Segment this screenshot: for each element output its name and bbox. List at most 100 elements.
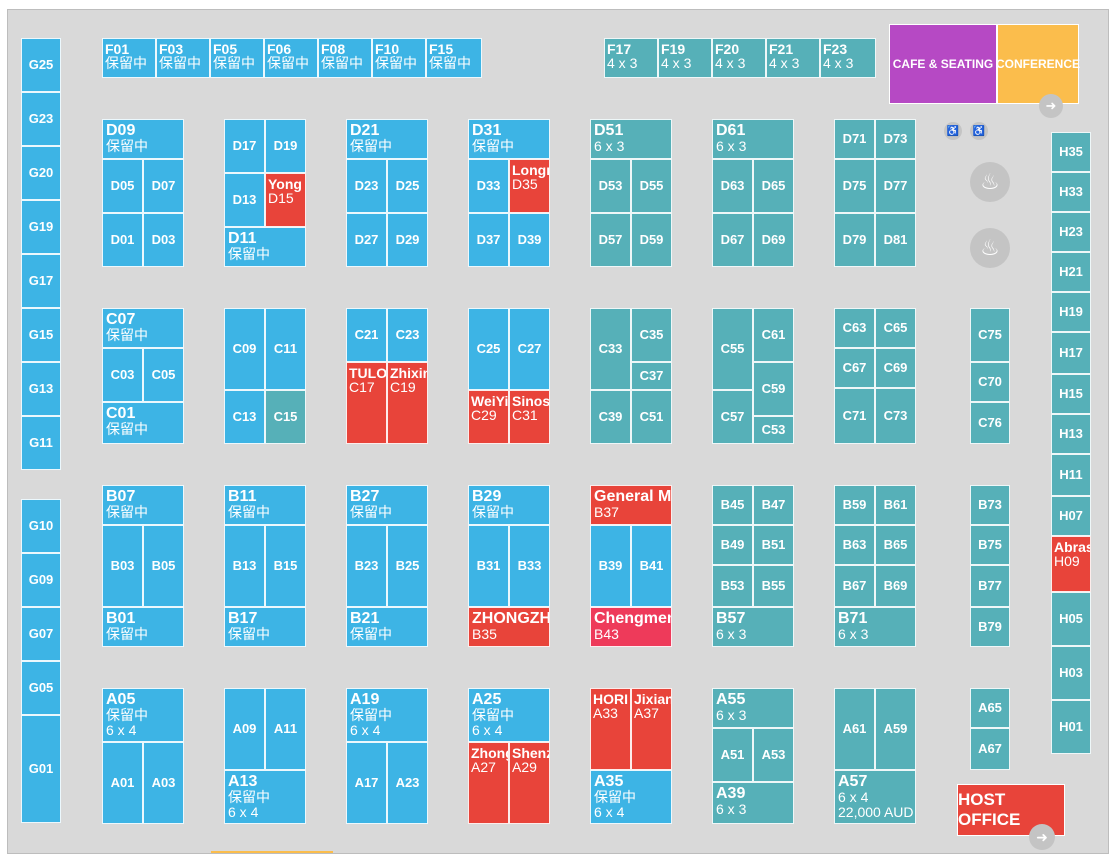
booth-a03[interactable]: A03 (143, 742, 184, 824)
booth-b11[interactable]: B11 保留中 (224, 485, 306, 525)
booth-g07[interactable]: G07 (21, 607, 61, 661)
booth-c63[interactable]: C63 (834, 308, 875, 348)
booth-c03[interactable]: C03 (102, 348, 143, 402)
booth-a01[interactable]: A01 (102, 742, 143, 824)
booth-a51[interactable]: A51 (712, 728, 753, 782)
booth-d51[interactable]: D51 6 x 3 (590, 119, 672, 159)
booth-f05[interactable]: F05 保留中 (210, 38, 264, 78)
booth-d77[interactable]: D77 (875, 159, 916, 213)
booth-b63[interactable]: B63 (834, 525, 875, 565)
booth-h11[interactable]: H11 (1051, 454, 1091, 496)
booth-b23[interactable]: B23 (346, 525, 387, 607)
booth-b27[interactable]: B27 保留中 (346, 485, 428, 525)
booth-b15[interactable]: B15 (265, 525, 306, 607)
booth-d03[interactable]: D03 (143, 213, 184, 267)
booth-h03[interactable]: H03 (1051, 646, 1091, 700)
booth-g13[interactable]: G13 (21, 362, 61, 416)
booth-b69[interactable]: B69 (875, 565, 916, 607)
booth-b47[interactable]: B47 (753, 485, 794, 525)
booth-a27[interactable]: ZhongA27 (468, 742, 509, 824)
booth-c07[interactable]: C07 保留中 (102, 308, 184, 348)
booth-c27[interactable]: C27 (509, 308, 550, 390)
booth-h05[interactable]: H05 (1051, 592, 1091, 646)
booth-d01[interactable]: D01 (102, 213, 143, 267)
booth-b49[interactable]: B49 (712, 525, 753, 565)
booth-d81[interactable]: D81 (875, 213, 916, 267)
booth-d09[interactable]: D09 保留中 (102, 119, 184, 159)
booth-d79[interactable]: D79 (834, 213, 875, 267)
booth-d61[interactable]: D61 6 x 3 (712, 119, 794, 159)
booth-a65[interactable]: A65 (970, 688, 1010, 728)
booth-d63[interactable]: D63 (712, 159, 753, 213)
booth-f20[interactable]: F20 4 x 3 (712, 38, 766, 78)
booth-b37[interactable]: General Ma B37 (590, 485, 672, 525)
booth-g10[interactable]: G10 (21, 499, 61, 553)
booth-c21[interactable]: C21 (346, 308, 387, 362)
booth-h35[interactable]: H35 (1051, 132, 1091, 172)
booth-b01[interactable]: B01 保留中 (102, 607, 184, 647)
booth-h23[interactable]: H23 (1051, 212, 1091, 252)
booth-c61[interactable]: C61 (753, 308, 794, 362)
conference-room[interactable]: CONFERENCE (996, 24, 1080, 104)
booth-b13[interactable]: B13 (224, 525, 265, 607)
booth-g01[interactable]: G01 (21, 715, 61, 823)
booth-a05[interactable]: A05 保留中 6 x 4 (102, 688, 184, 742)
booth-a35[interactable]: A35 保留中 6 x 4 (590, 770, 672, 824)
booth-d19[interactable]: D19 (265, 119, 306, 173)
booth-d37[interactable]: D37 (468, 213, 509, 267)
booth-c70[interactable]: C70 (970, 362, 1010, 402)
booth-d15[interactable]: Yong D15 (265, 173, 306, 227)
booth-h15[interactable]: H15 (1051, 374, 1091, 414)
booth-c73[interactable]: C73 (875, 388, 916, 444)
booth-a19[interactable]: A19 保留中 6 x 4 (346, 688, 428, 742)
booth-b67[interactable]: B67 (834, 565, 875, 607)
booth-g25[interactable]: G25 (21, 38, 61, 92)
booth-f21[interactable]: F21 4 x 3 (766, 38, 820, 78)
booth-d67[interactable]: D67 (712, 213, 753, 267)
booth-c57[interactable]: C57 (712, 390, 753, 444)
booth-c71[interactable]: C71 (834, 388, 875, 444)
booth-c37[interactable]: C37 (631, 362, 672, 390)
booth-d53[interactable]: D53 (590, 159, 631, 213)
booth-b73[interactable]: B73 (970, 485, 1010, 525)
booth-b29[interactable]: B29 保留中 (468, 485, 550, 525)
booth-b43[interactable]: ChengmengB43 (590, 607, 672, 647)
booth-b45[interactable]: B45 (712, 485, 753, 525)
booth-a53[interactable]: A53 (753, 728, 794, 782)
booth-h21[interactable]: H21 (1051, 252, 1091, 292)
booth-d33[interactable]: D33 (468, 159, 509, 213)
booth-g11[interactable]: G11 (21, 416, 61, 470)
booth-b75[interactable]: B75 (970, 525, 1010, 565)
booth-h09[interactable]: Abras H09 (1051, 536, 1091, 592)
booth-f17[interactable]: F17 4 x 3 (604, 38, 658, 78)
booth-b77[interactable]: B77 (970, 565, 1010, 607)
booth-a09[interactable]: A09 (224, 688, 265, 770)
booth-g23[interactable]: G23 (21, 92, 61, 146)
booth-b61[interactable]: B61 (875, 485, 916, 525)
booth-c17[interactable]: TULO C17 (346, 362, 387, 444)
booth-b25[interactable]: B25 (387, 525, 428, 607)
booth-a17[interactable]: A17 (346, 742, 387, 824)
booth-d27[interactable]: D27 (346, 213, 387, 267)
booth-c05[interactable]: C05 (143, 348, 184, 402)
booth-d75[interactable]: D75 (834, 159, 875, 213)
booth-c51[interactable]: C51 (631, 390, 672, 444)
booth-b05[interactable]: B05 (143, 525, 184, 607)
booth-a25[interactable]: A25 保留中 6 x 4 (468, 688, 550, 742)
booth-d29[interactable]: D29 (387, 213, 428, 267)
booth-a23[interactable]: A23 (387, 742, 428, 824)
booth-a61[interactable]: A61 (834, 688, 875, 770)
booth-d23[interactable]: D23 (346, 159, 387, 213)
booth-d31[interactable]: D31 保留中 (468, 119, 550, 159)
booth-b65[interactable]: B65 (875, 525, 916, 565)
booth-c25[interactable]: C25 (468, 308, 509, 390)
booth-h17[interactable]: H17 (1051, 332, 1091, 374)
booth-d21[interactable]: D21 保留中 (346, 119, 428, 159)
booth-c33[interactable]: C33 (590, 308, 631, 390)
booth-c09[interactable]: C09 (224, 308, 265, 390)
booth-d11[interactable]: D11 保留中 (224, 227, 306, 267)
booth-c13[interactable]: C13 (224, 390, 265, 444)
booth-c76[interactable]: C76 (970, 402, 1010, 444)
booth-c75[interactable]: C75 (970, 308, 1010, 362)
booth-h13[interactable]: H13 (1051, 414, 1091, 454)
